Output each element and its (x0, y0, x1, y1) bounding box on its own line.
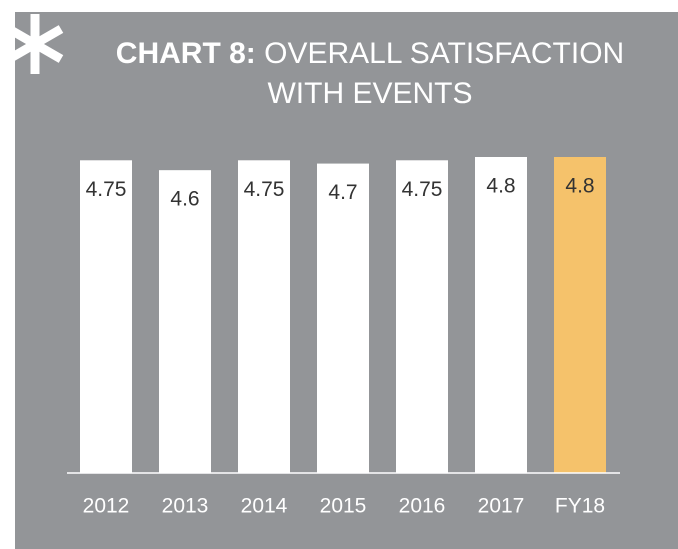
value-label: 4.8 (565, 175, 594, 198)
x-tick-label: 2016 (399, 495, 446, 518)
bar (317, 163, 369, 474)
asterisk-icon (6, 14, 64, 74)
bar (238, 160, 290, 473)
value-label: 4.6 (170, 188, 199, 211)
bar (396, 160, 448, 473)
x-tick-label: 2017 (478, 495, 525, 518)
title-label: CHART 8: (115, 37, 256, 70)
x-tick-label: 2015 (320, 495, 367, 518)
chart-title: CHART 8: OVERALL SATISFACTION WITH EVENT… (100, 34, 640, 114)
x-tick-label: 2014 (241, 495, 288, 518)
value-label: 4.75 (244, 178, 285, 201)
value-label: 4.7 (328, 181, 357, 204)
value-label: 4.75 (86, 178, 127, 201)
bar (159, 170, 211, 473)
value-label: 4.8 (486, 175, 515, 198)
bar (80, 160, 132, 473)
bar (554, 157, 606, 473)
x-tick-label: 2012 (83, 495, 130, 518)
value-label: 4.75 (402, 178, 443, 201)
title-text: OVERALL SATISFACTION WITH EVENTS (264, 37, 625, 110)
x-tick-label: FY18 (555, 495, 605, 518)
x-tick-label: 2013 (162, 495, 209, 518)
bar (475, 157, 527, 473)
